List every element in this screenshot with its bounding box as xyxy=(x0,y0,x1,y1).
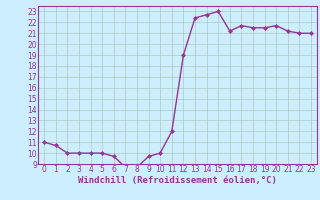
X-axis label: Windchill (Refroidissement éolien,°C): Windchill (Refroidissement éolien,°C) xyxy=(78,176,277,185)
